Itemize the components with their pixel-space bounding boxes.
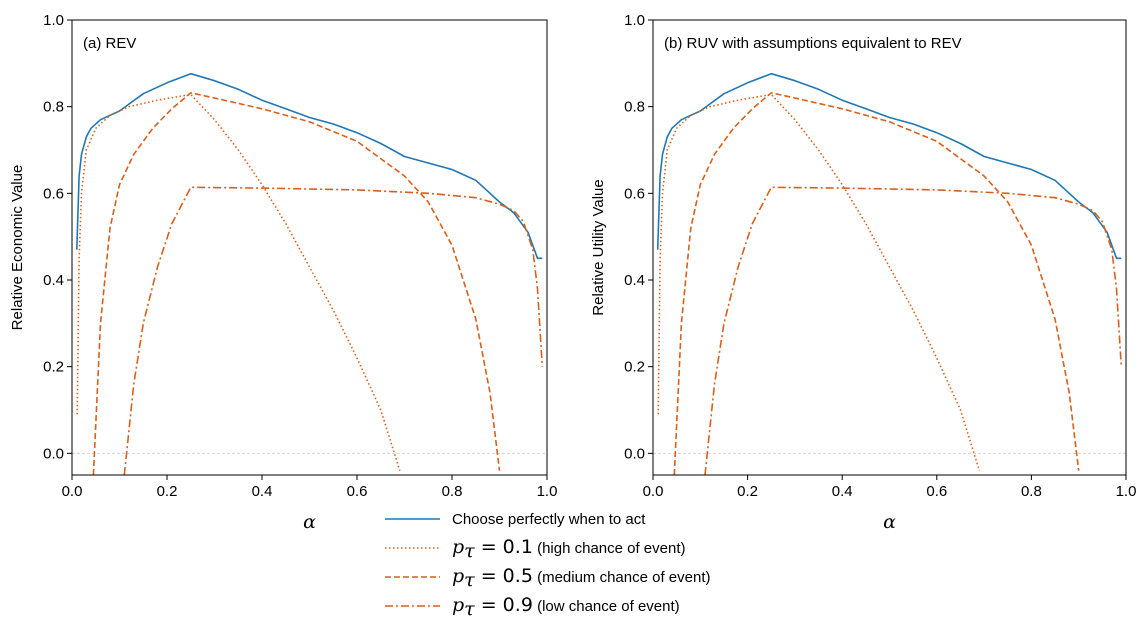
panel-title: (b) RUV with assumptions equivalent to R… [664,35,962,52]
legend-label: pτ = 0.9 (low chance of event) [452,594,680,620]
legend-entry: pτ = 0.9 (low chance of event) [385,594,680,620]
legend-text: (medium chance of event) [533,569,711,586]
legend-math-symbol: p [452,594,464,616]
panel-title: (a) REV [83,35,136,52]
legend-text: Choose perfectly when to act [452,511,646,528]
legend-math-subscript: τ [464,598,475,620]
y-tick-label: 0.4 [43,272,64,289]
series-group [656,72,1123,475]
y-tick-label: 0.8 [624,99,645,116]
legend-math-value: = 0.5 [475,565,533,587]
legend-entry: Choose perfectly when to act [385,511,646,528]
x-axis-label: α [303,511,316,533]
x-tick-label: 0.4 [832,483,853,500]
x-tick-label: 1.0 [537,483,558,500]
series-line-dashdot [704,186,1123,475]
panel-a: 0.0 0.2 0.4 0.6 0.8 1.0 0.0 0.2 0.4 0.6 0.8 1.0 (a) … [9,12,557,533]
legend-text: (high chance of event) [533,540,686,557]
x-tick-label: 0.2 [737,483,758,500]
y-tick-label: 0.4 [624,272,645,289]
legend-entry: pτ = 0.5 (medium chance of event) [385,565,711,591]
series-line-dashdot [123,186,544,475]
x-tick-label: 0.8 [1021,483,1042,500]
y-tick-label: 1.0 [624,12,645,29]
x-tick-label: 0.0 [643,483,664,500]
x-tick-label: 0.6 [347,483,368,500]
y-tick-label: 1.0 [43,12,64,29]
legend-entry: pτ = 0.1 (high chance of event) [385,536,686,562]
legend-text: (low chance of event) [533,598,680,615]
legend-math-symbol: p [452,536,464,558]
legend-label: pτ = 0.5 (medium chance of event) [452,565,711,591]
series-line-dotted [76,93,401,471]
y-tick-label: 0.8 [43,99,64,116]
x-tick-label: 0.2 [157,483,178,500]
series-line-dashed [673,92,1080,475]
legend-label: Choose perfectly when to act [452,511,646,528]
x-tick-label: 0.8 [442,483,463,500]
series-line-dashed [92,92,501,475]
y-tick-label: 0.2 [624,359,645,376]
series-group [76,72,544,475]
y-tick-label: 0.6 [624,185,645,202]
x-tick-label: 0.4 [252,483,273,500]
legend-label: pτ = 0.1 (high chance of event) [452,536,686,562]
x-axis-label: α [883,511,896,533]
y-axis-label: Relative Economic Value [9,165,26,331]
series-line-dotted [657,93,981,471]
y-tick-label: 0.2 [43,359,64,376]
x-tick-label: 1.0 [1116,483,1137,500]
legend-math-symbol: p [452,565,464,587]
y-axis-label: Relative Utility Value [590,179,607,315]
y-tick-label: 0.0 [43,445,64,462]
legend-math-subscript: τ [464,569,475,591]
legend-math-value: = 0.1 [475,536,533,558]
plot-frame [71,19,548,476]
legend-math-value: = 0.9 [475,594,533,616]
series-line-solid [76,72,543,260]
y-tick-label: 0.6 [43,185,64,202]
legend-math-subscript: τ [464,540,475,562]
x-tick-label: 0.0 [62,483,83,500]
x-tick-label: 0.6 [926,483,947,500]
series-line-solid [656,72,1122,260]
plot-frame [652,19,1127,476]
panel-b: 0.0 0.2 0.4 0.6 0.8 1.0 0.0 0.2 0.4 0.6 0.8 1.0 (b) … [590,12,1136,533]
y-tick-label: 0.0 [624,445,645,462]
